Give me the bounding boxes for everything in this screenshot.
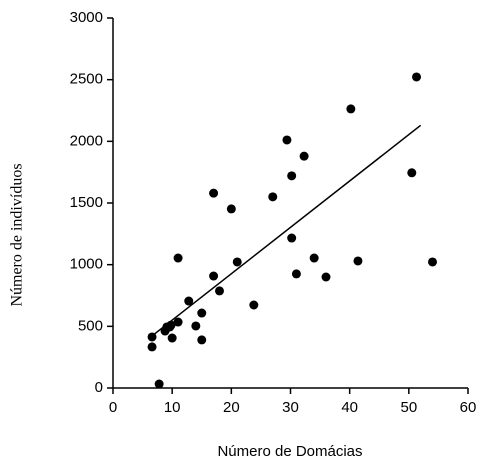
point	[268, 192, 278, 202]
y-tick-label: 2000	[70, 132, 103, 149]
point	[287, 171, 297, 181]
x-tick-label: 30	[282, 399, 299, 416]
point	[412, 72, 422, 82]
y-tick-label: 500	[78, 317, 103, 334]
point	[215, 286, 224, 296]
point	[209, 271, 219, 281]
point	[166, 320, 176, 330]
y-axis-label: Número de indivíduos	[9, 163, 26, 306]
point	[173, 253, 183, 263]
point	[299, 151, 309, 161]
x-tick-label: 0	[109, 399, 117, 416]
point	[197, 335, 207, 345]
point	[147, 342, 157, 352]
point	[167, 333, 177, 343]
point	[353, 256, 363, 266]
x-axis-label: Número de Domácias	[217, 443, 362, 460]
point	[191, 321, 201, 331]
point	[287, 233, 297, 243]
point	[249, 300, 259, 310]
point	[173, 317, 183, 327]
point	[346, 104, 356, 114]
x-tick-label: 40	[341, 399, 358, 416]
point	[291, 269, 301, 279]
point	[232, 257, 242, 267]
x-tick-label: 60	[460, 399, 477, 416]
point	[226, 204, 236, 214]
trend-line	[148, 124, 422, 340]
point	[321, 272, 331, 282]
y-tick-label: 2500	[70, 71, 103, 88]
point	[184, 296, 194, 306]
y-tick-label: 1000	[70, 256, 103, 273]
x-tick-label: 10	[164, 399, 181, 416]
point	[309, 253, 319, 263]
x-tick-label: 50	[400, 399, 417, 416]
point	[209, 188, 219, 198]
point	[407, 168, 417, 178]
point	[197, 308, 207, 318]
point	[428, 257, 437, 267]
y-tick-label: 0	[95, 379, 103, 396]
point	[154, 379, 164, 389]
y-tick-label: 1500	[70, 194, 103, 211]
x-tick-label: 20	[223, 399, 240, 416]
point	[282, 135, 292, 145]
y-tick-label: 3000	[70, 9, 103, 26]
point	[147, 332, 157, 342]
